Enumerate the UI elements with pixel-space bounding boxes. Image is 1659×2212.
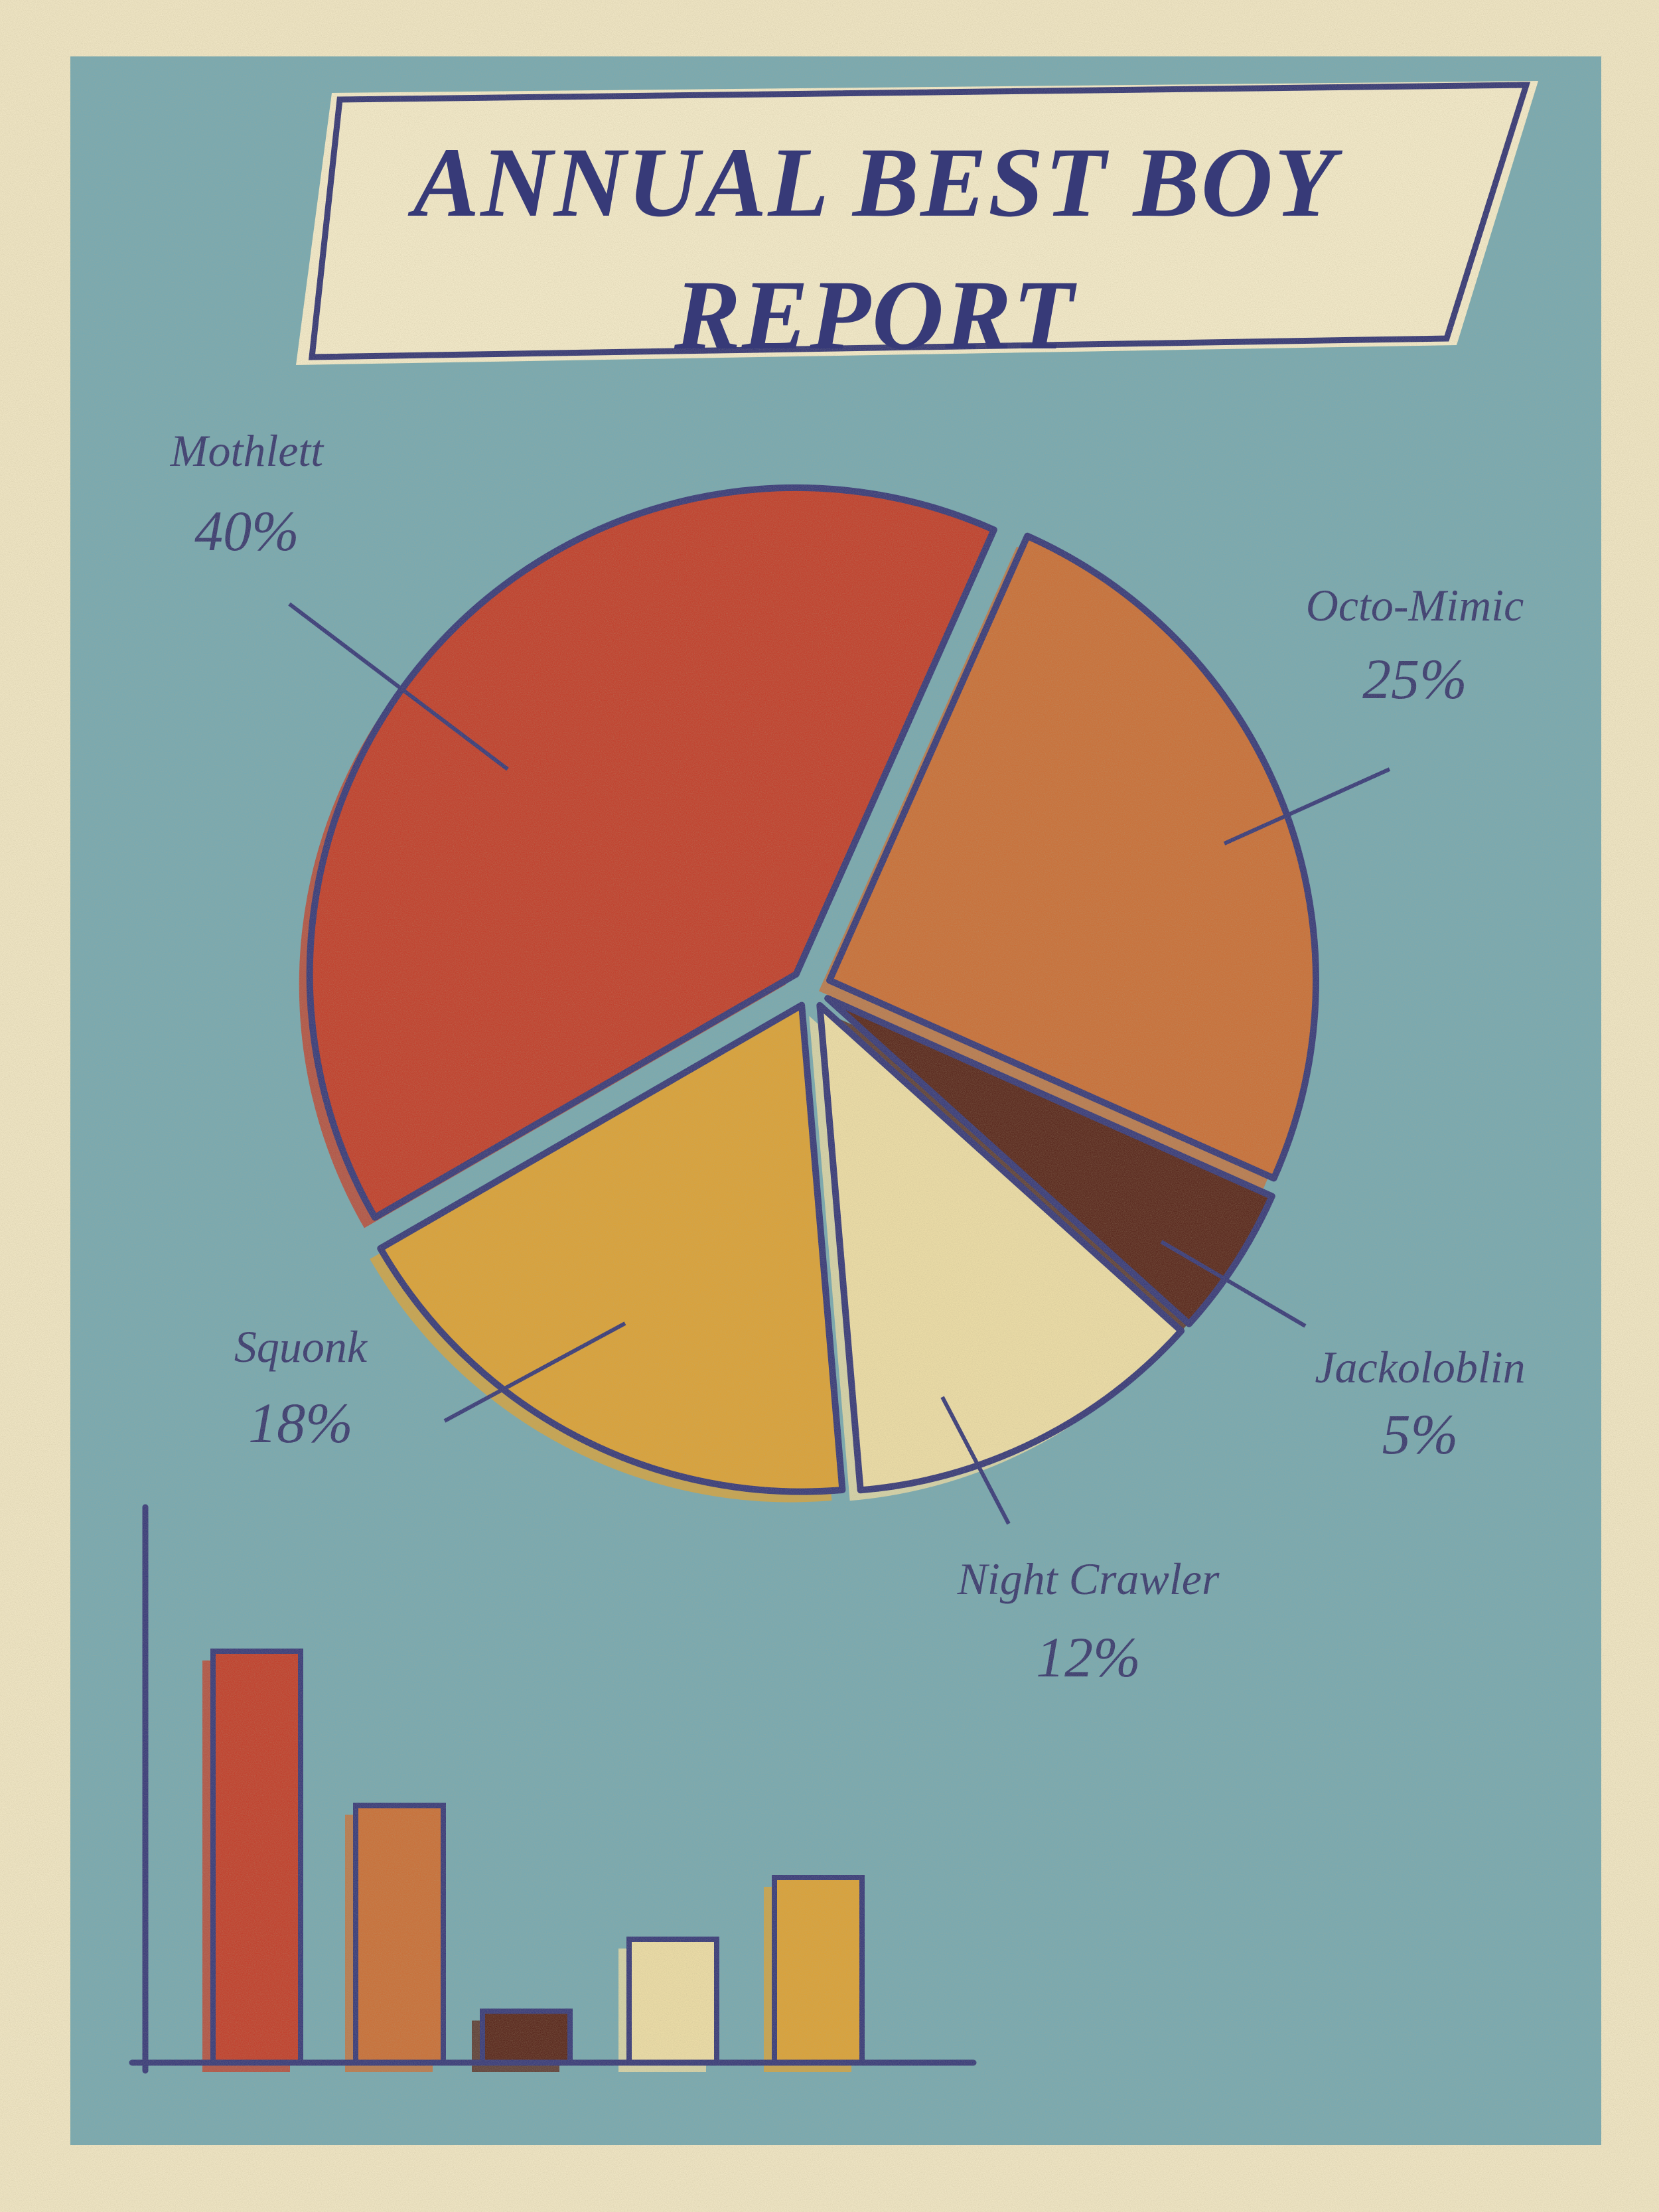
- bar: [210, 1649, 303, 2065]
- slice-label: Jackoloblin: [1315, 1342, 1525, 1392]
- slice-value-label: 25%: [1362, 647, 1467, 711]
- slice-label: Octo-Mimic: [1306, 580, 1524, 630]
- bar: [353, 1803, 446, 2065]
- slice-value-label: 40%: [194, 499, 299, 563]
- slice-value-label: 18%: [248, 1391, 353, 1455]
- bar: [626, 1937, 719, 2065]
- bar: [772, 1875, 865, 2065]
- slice-value-label: 5%: [1382, 1402, 1459, 1466]
- slice-label: Night Crawler: [957, 1554, 1220, 1604]
- slice-value-label: 12%: [1036, 1625, 1141, 1689]
- slice-label: Mothlett: [170, 425, 325, 476]
- slice-label: Squonk: [234, 1321, 368, 1372]
- bar: [480, 2008, 573, 2065]
- chart-title: ANNUAL BEST BOY REPORT: [413, 127, 1336, 370]
